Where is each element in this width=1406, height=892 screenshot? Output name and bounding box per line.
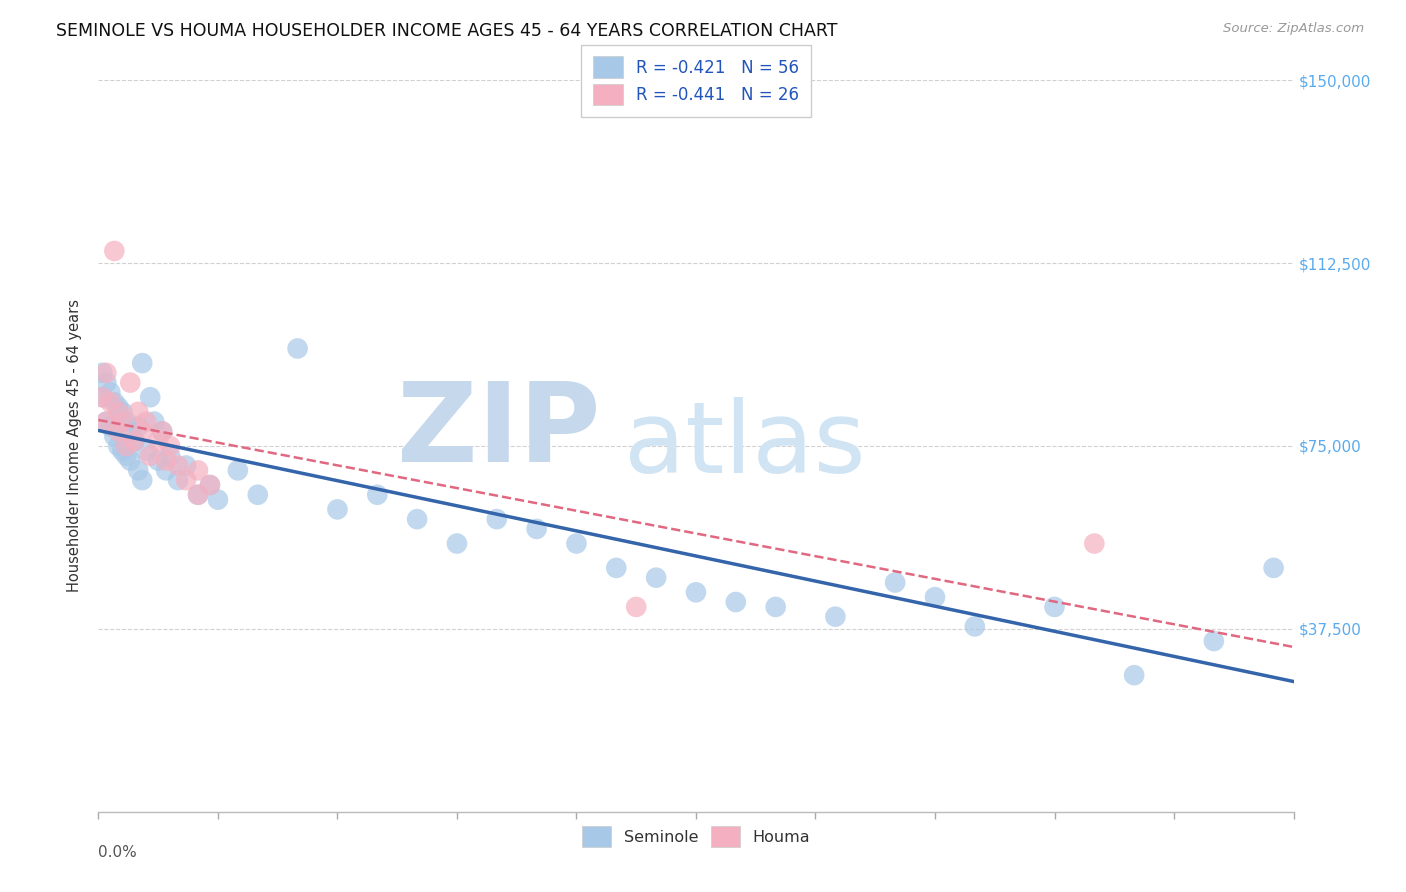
Text: ZIP: ZIP (396, 378, 600, 485)
Point (98, 385, 122, 400)
Point (107, 400, 129, 414)
Point (765, 599, 787, 614)
Point (159, 439, 181, 453)
Point (167, 473, 190, 487)
Point (287, 342, 309, 356)
Point (103, 395, 125, 409)
Point (326, 502, 349, 516)
Point (98, 419, 122, 434)
Point (446, 536, 468, 550)
Point (96, 376, 118, 390)
Point (115, 449, 138, 463)
Point (91, 390, 114, 404)
Point (159, 449, 181, 463)
Point (1123, 668, 1146, 682)
Point (135, 443, 157, 458)
Point (139, 449, 162, 463)
Point (127, 419, 149, 434)
Text: Source: ZipAtlas.com: Source: ZipAtlas.com (1223, 22, 1364, 36)
Point (150, 425, 173, 439)
Text: 0.0%: 0.0% (98, 845, 138, 860)
Legend: Seminole, Houma: Seminole, Houma (574, 819, 818, 855)
Point (187, 488, 209, 502)
Point (198, 478, 221, 492)
Text: SEMINOLE VS HOUMA HOUSEHOLDER INCOME AGES 45 - 64 YEARS CORRELATION CHART: SEMINOLE VS HOUMA HOUSEHOLDER INCOME AGE… (56, 22, 838, 40)
Point (107, 425, 129, 439)
Point (605, 561, 627, 575)
Point (135, 415, 157, 429)
Point (131, 473, 153, 487)
Point (96, 366, 118, 380)
Point (127, 405, 149, 419)
Point (124, 434, 146, 449)
Point (1043, 599, 1066, 614)
Point (724, 595, 747, 609)
Point (526, 522, 548, 536)
Point (565, 536, 588, 550)
Y-axis label: Householder Income Ages 45 - 64 years: Householder Income Ages 45 - 64 years (67, 300, 83, 592)
Point (155, 453, 177, 467)
Point (174, 458, 197, 473)
Point (207, 492, 229, 507)
Point (167, 458, 190, 473)
Point (174, 473, 197, 487)
Point (246, 488, 269, 502)
Point (187, 488, 209, 502)
Point (120, 453, 142, 467)
Point (91, 366, 114, 380)
Point (824, 609, 846, 624)
Point (139, 390, 162, 404)
Point (366, 488, 388, 502)
Point (406, 512, 429, 526)
Point (963, 619, 986, 633)
Point (187, 463, 209, 477)
Point (131, 425, 153, 439)
Point (150, 425, 173, 439)
Point (91, 390, 114, 404)
Point (155, 463, 177, 477)
Point (120, 376, 142, 390)
Point (115, 415, 138, 429)
Point (143, 415, 166, 429)
Text: atlas: atlas (624, 398, 866, 494)
Point (107, 439, 129, 453)
Point (107, 405, 129, 419)
Point (1263, 561, 1285, 575)
Point (1202, 634, 1225, 648)
Point (685, 585, 707, 599)
Point (1083, 536, 1105, 550)
Point (198, 478, 221, 492)
Point (111, 405, 134, 419)
Point (645, 571, 668, 585)
Point (127, 463, 149, 477)
Point (103, 429, 125, 443)
Point (924, 590, 946, 604)
Point (120, 425, 142, 439)
Point (124, 434, 146, 449)
Point (485, 512, 508, 526)
Point (226, 463, 249, 477)
Point (884, 575, 907, 590)
Point (96, 415, 118, 429)
Point (111, 443, 134, 458)
Point (111, 415, 134, 429)
Point (115, 439, 138, 453)
Point (96, 415, 118, 429)
Point (148, 434, 170, 449)
Point (131, 356, 153, 370)
Point (103, 244, 125, 258)
Point (98, 395, 122, 409)
Point (148, 453, 170, 467)
Point (626, 599, 648, 614)
